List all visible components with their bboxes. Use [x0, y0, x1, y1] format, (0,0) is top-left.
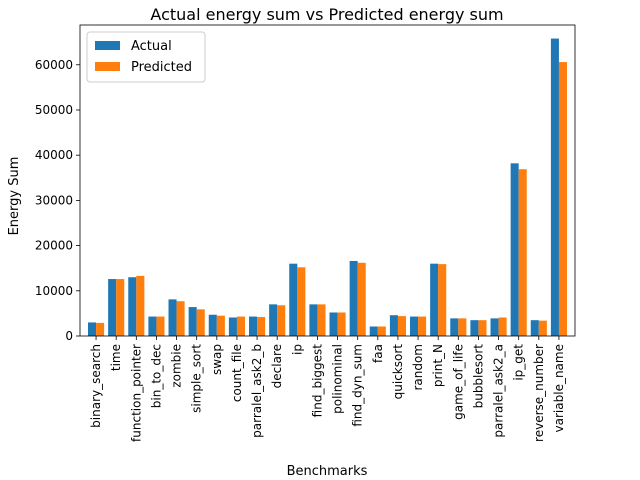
x-tick-label: quicksort	[391, 344, 405, 400]
x-tick-label: count_file	[230, 344, 244, 402]
x-tick-label: game_of_life	[451, 344, 465, 420]
x-tick-label: parralel_ask2_a	[492, 344, 506, 438]
legend: Actual Predicted	[86, 31, 206, 83]
bar-actual-bin_to_dec	[148, 316, 157, 336]
bar-predicted-simple_sort	[196, 309, 205, 336]
x-ticks-group: binary_search time function_pointer bin_to_…	[89, 336, 566, 442]
x-axis-label: Benchmarks	[287, 464, 368, 479]
x-tick-label: binary_search	[89, 344, 103, 428]
x-tick-label: function_pointer	[129, 344, 143, 442]
x-tick-label: variable_name	[552, 344, 566, 432]
bar-predicted-random	[418, 316, 427, 336]
x-tick-label: bubblesort	[471, 344, 485, 409]
bar-actual-parralel_ask2_a	[490, 318, 499, 336]
y-tick-label: 60000	[35, 58, 73, 72]
y-tick-label: 40000	[35, 148, 73, 162]
bar-actual-parralel_ask2_b	[249, 316, 258, 336]
x-tick-label: random	[411, 344, 425, 391]
x-tick-label: reverse_number	[532, 344, 546, 442]
bar-predicted-ip	[297, 267, 306, 336]
x-tick-label: find_dyn_sum	[351, 344, 365, 427]
x-tick-label: ip	[290, 344, 304, 355]
x-tick-label: swap	[210, 344, 224, 375]
x-tick-label: faa	[371, 344, 385, 363]
bar-predicted-polinominal	[337, 312, 346, 336]
bar-actual-zombie	[168, 299, 177, 336]
bar-predicted-swap	[216, 315, 225, 336]
plot-frame	[79, 24, 576, 337]
bar-actual-variable_name	[550, 38, 559, 337]
legend-label-predicted: Predicted	[131, 60, 192, 75]
x-tick-label: declare	[270, 344, 284, 388]
bar-predicted-zombie	[176, 301, 185, 336]
bar-predicted-declare	[277, 305, 286, 336]
x-tick-label: polinominal	[331, 344, 345, 414]
bar-actual-swap	[208, 314, 217, 336]
bar-actual-quicksort	[389, 315, 398, 336]
legend-swatch-predicted	[95, 62, 120, 71]
x-tick-label: print_N	[431, 344, 445, 387]
bar-predicted-binary_search	[96, 322, 105, 336]
bar-predicted-quicksort	[397, 316, 406, 336]
bar-actual-simple_sort	[188, 307, 197, 336]
bar-predicted-function_pointer	[136, 275, 145, 336]
legend-swatch-actual	[95, 41, 120, 50]
y-tick-label: 50000	[35, 103, 73, 117]
bar-actual-ip	[289, 263, 298, 336]
bar-predicted-ip_get	[518, 169, 527, 336]
x-tick-label: time	[109, 344, 123, 371]
legend-label-actual: Actual	[131, 39, 172, 54]
y-tick-label: 20000	[35, 239, 73, 253]
bar-actual-random	[410, 316, 419, 336]
bar-actual-game_of_life	[450, 318, 459, 336]
bar-predicted-find_biggest	[317, 304, 326, 336]
x-tick-label: bin_to_dec	[149, 344, 163, 408]
x-tick-label: find_biggest	[310, 344, 324, 418]
bar-actual-time	[108, 279, 117, 336]
chart-title: Actual energy sum vs Predicted energy su…	[150, 5, 503, 24]
bar-predicted-find_dyn_sum	[357, 262, 366, 336]
bar-actual-faa	[369, 326, 378, 336]
x-tick-label: zombie	[170, 344, 184, 388]
bar-actual-find_biggest	[309, 304, 318, 336]
bars-group	[88, 38, 567, 337]
bar-actual-declare	[269, 304, 278, 336]
bar-predicted-time	[116, 279, 125, 336]
bar-actual-function_pointer	[128, 277, 137, 336]
y-tick-label: 0	[65, 329, 73, 343]
bar-actual-bubblesort	[470, 320, 479, 336]
x-tick-label: simple_sort	[190, 344, 204, 413]
bar-actual-print_N	[430, 263, 439, 336]
x-tick-label: parralel_ask2_b	[250, 344, 264, 438]
bar-predicted-count_file	[236, 316, 245, 336]
bar-predicted-parralel_ask2_a	[498, 317, 507, 336]
bar-actual-reverse_number	[530, 320, 539, 336]
y-ticks-group: 0 10000 20000 30000 40000 50000 60000	[35, 58, 80, 343]
bar-actual-find_dyn_sum	[349, 260, 358, 336]
bar-predicted-bubblesort	[478, 320, 487, 336]
bar-actual-polinominal	[329, 312, 338, 336]
bar-predicted-bin_to_dec	[156, 316, 165, 336]
x-tick-label: ip_get	[512, 344, 526, 381]
y-axis-label: Energy Sum	[7, 157, 22, 236]
bar-actual-ip_get	[510, 163, 519, 336]
bar-predicted-parralel_ask2_b	[257, 317, 266, 336]
bar-predicted-variable_name	[558, 62, 567, 336]
bar-actual-binary_search	[88, 322, 97, 336]
bar-predicted-print_N	[438, 264, 447, 336]
y-tick-label: 30000	[35, 193, 73, 207]
bar-predicted-faa	[377, 326, 386, 336]
bar-predicted-reverse_number	[538, 320, 547, 336]
bar-predicted-game_of_life	[458, 318, 467, 336]
bar-actual-count_file	[228, 317, 237, 336]
y-tick-label: 10000	[35, 284, 73, 298]
